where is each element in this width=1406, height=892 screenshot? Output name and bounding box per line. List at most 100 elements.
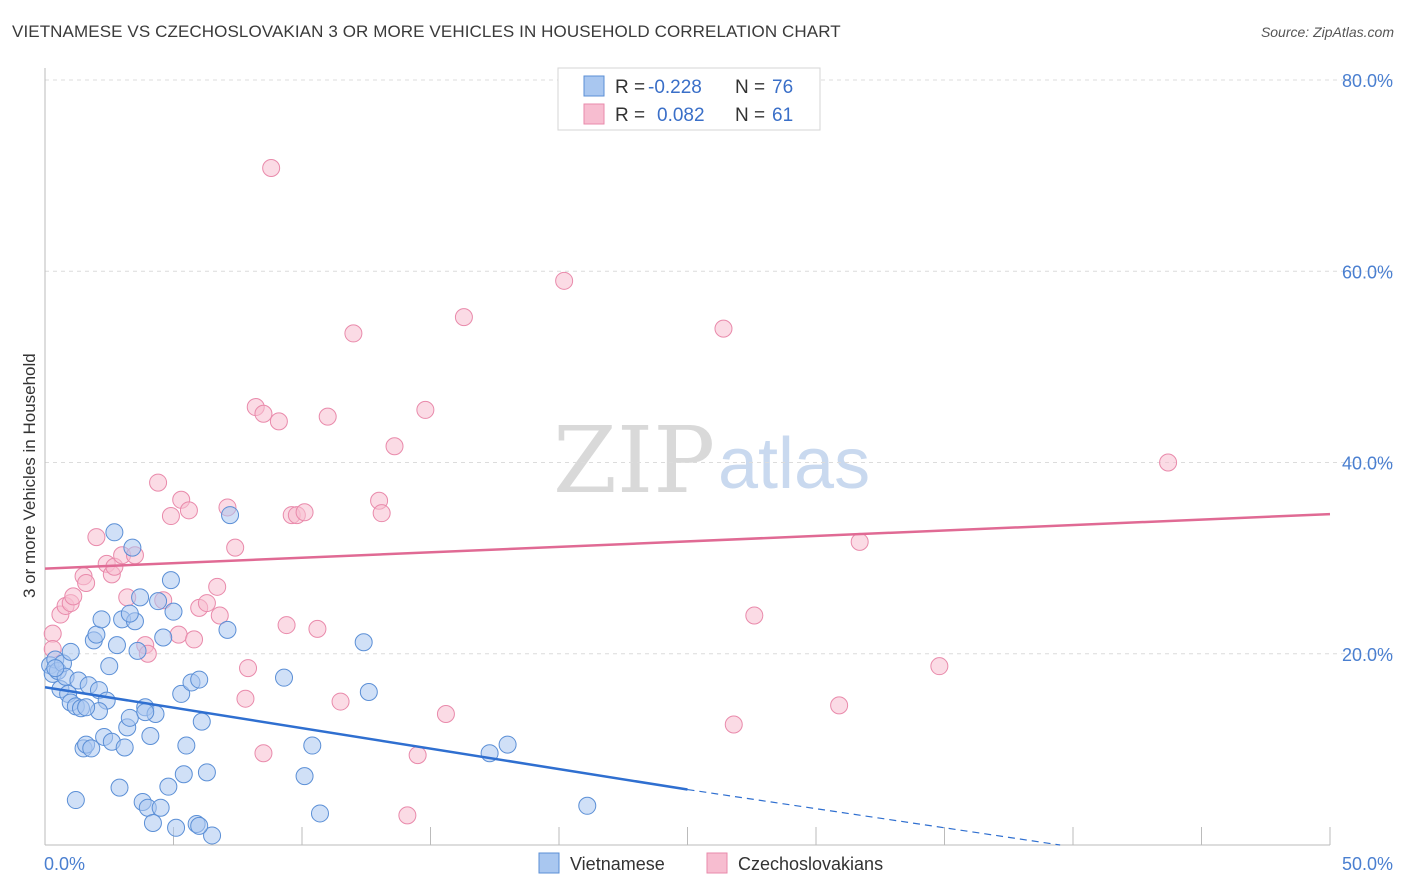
czech-point [236,689,255,708]
legend-czech-label: Czechoslovakians [738,854,883,874]
czech-point [210,606,229,625]
vietnamese-point [221,506,240,525]
legend-vietnamese-swatch [538,852,560,874]
vietnamese-point [123,538,142,557]
vietnamese-point [303,736,322,755]
watermark-atlas: atlas [718,424,870,504]
y-tick-label: 20.0% [1342,645,1393,665]
legend-n-value-1: 76 [772,77,793,98]
vietnamese-point [120,708,139,727]
y-tick-label: 60.0% [1342,262,1393,282]
vietnamese-point [66,791,85,810]
x-tick-labels: 0.0% 50.0% [44,854,1393,874]
legend-r-value-1: -0.228 [648,77,702,98]
vietnamese-point [141,726,160,745]
vietnamese-point [100,657,119,676]
czech-point [161,507,180,526]
vietnamese-point [174,765,193,784]
legend-n-label-1: N = [735,77,765,98]
legend-r-label-1: R = [615,77,645,98]
czech-point [149,473,168,492]
czech-point [254,744,273,763]
czech-point [714,319,733,338]
vietnamese-point [107,636,126,655]
czech-point [169,625,188,644]
vietnamese-point [128,641,147,660]
czech-point [850,532,869,551]
vietnamese-trend-line [44,685,688,791]
vietnamese-swatch [583,75,605,97]
czech-point [64,587,83,606]
vietnamese-point [82,739,101,758]
vietnamese-point [359,683,378,701]
axes [44,68,1331,846]
czech-point [331,692,350,711]
czech-point [254,404,273,423]
czech-point [436,704,455,723]
trend-lines [44,512,1331,846]
czech-point [555,271,574,290]
czech-point [1159,453,1178,472]
series-legend: Vietnamese Czechoslovakians [538,852,883,874]
vietnamese-point [275,668,294,687]
vietnamese-point [190,670,209,689]
czech-point [77,573,96,592]
vietnamese-point [131,588,150,607]
vietnamese-point [197,763,216,782]
vietnamese-point [192,712,211,731]
czech-point [454,308,473,327]
czech-point [318,407,337,426]
czech-point [43,624,62,643]
y-tick-labels: 20.0% 40.0% 60.0% 80.0% [1342,71,1393,665]
chart-title: VIETNAMESE VS CZECHOSLOVAKIAN 3 OR MORE … [12,22,841,41]
czech-point [239,659,258,678]
vietnamese-point [105,523,124,542]
vietnamese-point [120,604,139,623]
czech-point [385,437,404,456]
x-tick-label: 0.0% [44,854,85,874]
vietnamese-point [578,796,597,815]
legend-n-value-2: 61 [772,105,793,126]
czech-point [416,400,435,419]
czech-point [308,619,327,638]
czech-point [372,504,391,523]
vietnamese-point [61,642,80,661]
vietnamese-point [354,633,373,652]
vietnamese-point [295,767,314,786]
vietnamese-point [172,684,191,703]
vietnamese-point [151,798,170,817]
czech-point [398,806,417,825]
czech-swatch [583,103,605,125]
vietnamese-point [190,816,209,835]
source-label: Source: ZipAtlas.com [1260,24,1394,40]
vietnamese-point [498,735,517,754]
czech-point [262,158,281,177]
vietnamese-point [177,736,196,755]
czech-point [179,501,198,520]
legend-czech-swatch [706,852,728,874]
y-axis-label: 3 or more Vehicles in Household [20,353,39,598]
czech-point [87,528,106,547]
legend-r-label-2: R = [615,105,645,126]
vietnamese-point [149,592,168,611]
vietnamese-point [167,818,186,837]
vietnamese-point [87,625,106,644]
czech-point [408,746,427,765]
czech-point [724,715,743,734]
vietnamese-point [310,804,329,823]
vietnamese-trend-extension [687,788,1061,846]
czech-point [208,577,227,596]
vietnamese-point [143,814,162,833]
vietnamese-point [218,620,237,639]
czech-point [295,503,314,522]
y-tick-label: 40.0% [1342,454,1393,474]
czech-point [226,538,245,557]
gridlines [45,79,1395,655]
vietnamese-point [161,571,180,590]
legend-vietnamese-label: Vietnamese [570,854,665,874]
czech-point [830,696,849,715]
czech-point [930,657,949,676]
legend-r-value-2: 0.082 [657,105,705,126]
x-tick-label: 50.0% [1342,854,1393,874]
